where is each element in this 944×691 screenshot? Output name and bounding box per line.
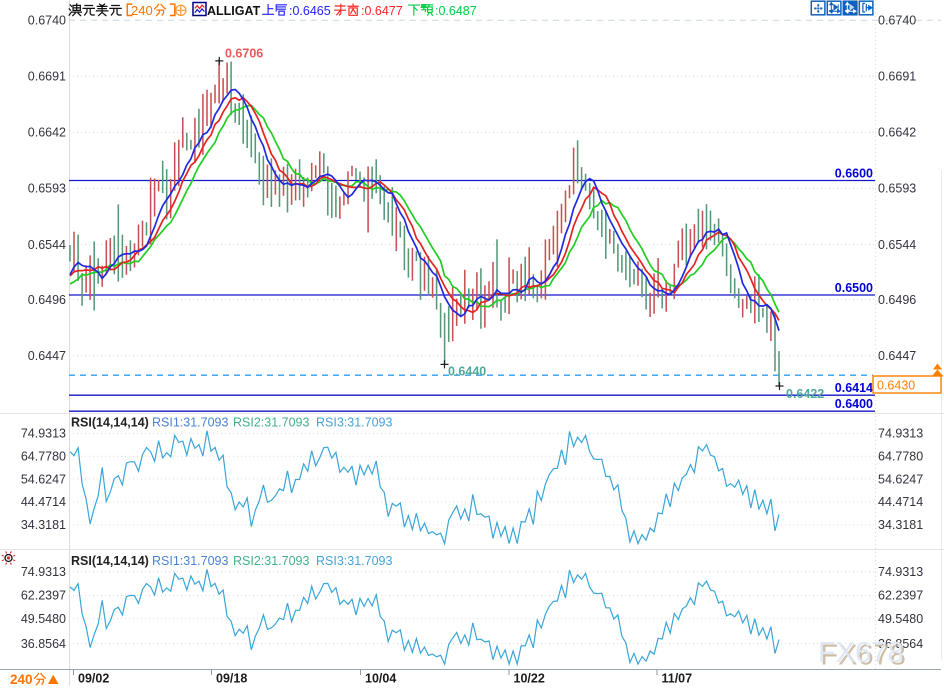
svg-text:49.5480: 49.5480 (878, 612, 923, 626)
svg-text:240: 240 (131, 3, 153, 18)
svg-text:0.6593: 0.6593 (878, 182, 916, 196)
svg-text:34.3181: 34.3181 (878, 518, 923, 532)
svg-text:0.6642: 0.6642 (28, 126, 66, 140)
svg-text:49.5480: 49.5480 (21, 612, 66, 626)
svg-text:0.6447: 0.6447 (28, 349, 66, 363)
svg-text:62.2397: 62.2397 (878, 589, 923, 603)
svg-text:RSI(14,14,14): RSI(14,14,14) (71, 554, 149, 568)
svg-text:RSI2:31.7093: RSI2:31.7093 (233, 416, 309, 430)
svg-text:74.9313: 74.9313 (878, 427, 923, 441)
svg-text:0.6706: 0.6706 (225, 47, 263, 61)
svg-text:0.6496: 0.6496 (28, 293, 66, 307)
svg-text:0.6447: 0.6447 (878, 349, 916, 363)
svg-text:0.6600: 0.6600 (835, 167, 873, 181)
svg-text:62.2397: 62.2397 (21, 589, 66, 603)
svg-text:74.9313: 74.9313 (21, 565, 66, 579)
svg-text:74.9313: 74.9313 (878, 565, 923, 579)
svg-text:0.6430: 0.6430 (877, 379, 915, 393)
svg-text::0.6487: :0.6487 (435, 4, 477, 18)
svg-text:0.6642: 0.6642 (878, 126, 916, 140)
svg-text:0.6500: 0.6500 (835, 281, 873, 295)
svg-text:44.4714: 44.4714 (21, 495, 66, 509)
svg-text:RSI2:31.7093: RSI2:31.7093 (233, 554, 309, 568)
svg-text:0.6440: 0.6440 (448, 365, 486, 379)
svg-text:74.9313: 74.9313 (21, 427, 66, 441)
svg-text:34.3181: 34.3181 (21, 518, 66, 532)
svg-text:36.8564: 36.8564 (21, 637, 66, 651)
svg-text:RSI1:31.7093: RSI1:31.7093 (152, 554, 228, 568)
svg-text:64.7780: 64.7780 (21, 449, 66, 463)
svg-text:FX678: FX678 (818, 637, 903, 669)
svg-text:11/07: 11/07 (662, 672, 693, 686)
svg-text:RSI3:31.7093: RSI3:31.7093 (316, 416, 392, 430)
svg-text:64.7780: 64.7780 (878, 449, 923, 463)
svg-text:0.6691: 0.6691 (28, 70, 66, 84)
svg-text:240: 240 (10, 672, 33, 686)
svg-text:0.6740: 0.6740 (878, 13, 916, 27)
svg-text:0.6400: 0.6400 (835, 397, 873, 411)
svg-text:RSI1:31.7093: RSI1:31.7093 (152, 416, 228, 430)
svg-text:0.6691: 0.6691 (878, 70, 916, 84)
svg-text:10/04: 10/04 (365, 672, 396, 686)
svg-text:36.8564: 36.8564 (878, 637, 923, 651)
svg-text:0.6496: 0.6496 (878, 293, 916, 307)
svg-text:FX678: FX678 (820, 639, 905, 671)
svg-text::0.6465: :0.6465 (289, 4, 331, 18)
svg-text:0.6544: 0.6544 (878, 238, 916, 252)
svg-text::0.6477: :0.6477 (361, 4, 403, 18)
svg-text:54.6247: 54.6247 (21, 472, 66, 486)
svg-text:0.6414: 0.6414 (835, 381, 873, 395)
svg-text:0.6544: 0.6544 (28, 238, 66, 252)
svg-text:10/22: 10/22 (514, 672, 545, 686)
svg-text:RSI3:31.7093: RSI3:31.7093 (316, 554, 392, 568)
svg-text:54.6247: 54.6247 (878, 472, 923, 486)
svg-text:RSI(14,14,14): RSI(14,14,14) (71, 416, 149, 430)
svg-text:0.6740: 0.6740 (28, 13, 66, 27)
svg-text:09/02: 09/02 (78, 672, 109, 686)
svg-text:ALLIGAT: ALLIGAT (207, 4, 261, 18)
svg-text:09/18: 09/18 (216, 672, 247, 686)
svg-text:0.6593: 0.6593 (28, 182, 66, 196)
svg-text:0.6422: 0.6422 (786, 387, 824, 401)
svg-text:44.4714: 44.4714 (878, 495, 923, 509)
